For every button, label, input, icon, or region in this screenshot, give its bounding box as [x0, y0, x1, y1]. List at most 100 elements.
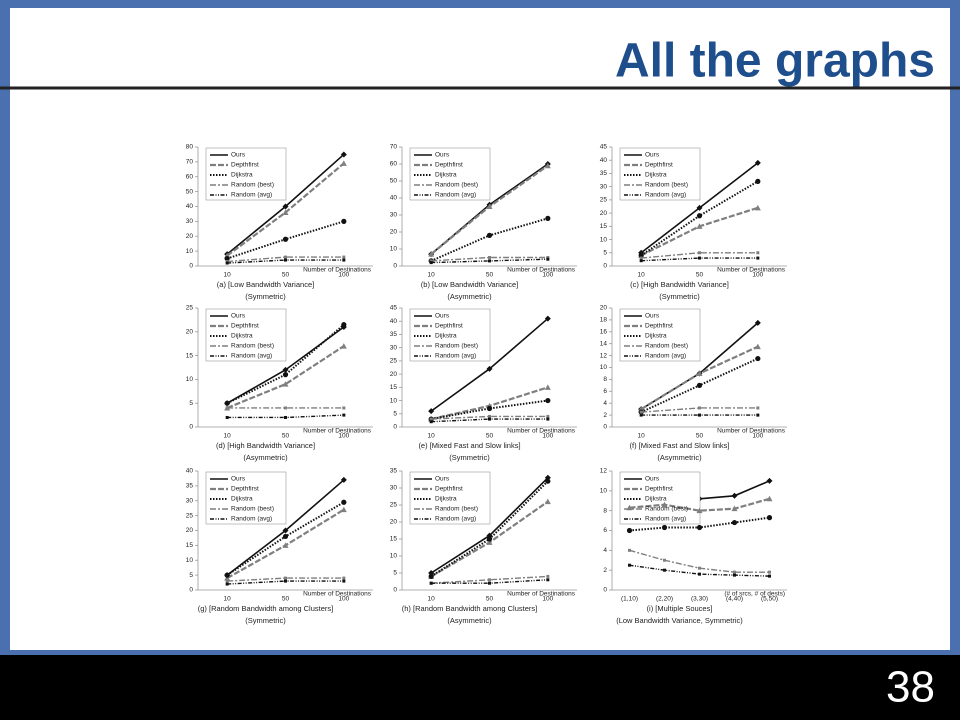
caption: (d) [High Bandwidth Variance]	[216, 441, 315, 450]
marker	[225, 415, 229, 419]
y-tick-label: 25	[186, 305, 194, 312]
marker	[698, 406, 701, 410]
marker	[486, 232, 493, 238]
marker	[224, 400, 230, 406]
series-line	[431, 256, 548, 262]
legend-label: Ours	[435, 476, 450, 483]
series-line	[431, 415, 548, 420]
marker	[755, 178, 761, 184]
marker	[488, 581, 491, 585]
legend-label: Ours	[435, 313, 450, 320]
y-tick-label: 15	[390, 536, 398, 543]
y-tick-label: 50	[186, 188, 194, 195]
footer-bar	[0, 655, 960, 720]
subcaption: (Low Bandwidth Variance, Symmetric)	[616, 616, 743, 625]
subcaption: (Symmetric)	[245, 616, 286, 625]
marker	[340, 506, 347, 513]
marker	[486, 405, 493, 412]
marker	[340, 476, 347, 483]
marker	[766, 515, 773, 521]
marker	[284, 415, 287, 419]
y-tick-label: 25	[600, 197, 608, 204]
marker	[282, 542, 289, 548]
y-tick-label: 10	[600, 488, 608, 495]
y-tick-label: 15	[600, 223, 608, 230]
y-tick-label: 30	[390, 485, 398, 492]
legend-label: Dijkstra	[645, 496, 667, 503]
subcaption: (Asymmetric)	[243, 453, 288, 462]
marker	[696, 223, 703, 229]
marker	[341, 218, 347, 224]
marker	[696, 382, 703, 388]
y-tick-label: 60	[186, 173, 194, 180]
marker	[544, 384, 551, 390]
legend-label: Random (best)	[435, 343, 478, 350]
legend-label: Dijkstra	[435, 172, 457, 179]
x-tick-label: (1,10)	[621, 596, 638, 603]
marker	[661, 501, 668, 508]
marker	[284, 579, 287, 583]
y-tick-label: 30	[186, 218, 194, 225]
subcaption: (Symmetric)	[449, 453, 490, 462]
legend-label: Random (avg)	[645, 353, 686, 360]
legend-label: Random (avg)	[231, 353, 272, 360]
y-tick-label: 2	[603, 412, 607, 419]
y-tick-label: 8	[603, 507, 607, 514]
marker	[626, 527, 633, 534]
marker	[429, 420, 433, 424]
legend-label: Depthfirst	[231, 162, 259, 169]
x-tick-label: 100	[338, 433, 349, 440]
legend-label: Ours	[645, 313, 660, 320]
x-tick-label: 100	[338, 596, 349, 603]
marker	[284, 258, 287, 262]
y-tick-label: 6	[603, 527, 607, 534]
x-axis-label: Number of Destinations	[507, 591, 576, 598]
y-tick-label: 16	[600, 329, 608, 336]
marker	[754, 319, 761, 326]
series-line	[641, 407, 758, 413]
marker	[486, 539, 493, 545]
y-tick-label: 8	[603, 376, 607, 383]
x-tick-label: 50	[696, 433, 704, 440]
marker	[340, 343, 347, 349]
marker	[756, 256, 760, 260]
marker	[698, 566, 701, 570]
subcaption: (Asymmetric)	[447, 616, 492, 625]
series-line	[629, 497, 770, 512]
y-tick-label: 15	[186, 352, 194, 359]
marker	[486, 365, 493, 372]
marker	[544, 498, 551, 505]
marker	[429, 417, 433, 421]
y-tick-label: 5	[393, 410, 397, 417]
marker	[342, 576, 346, 580]
y-tick-label: 35	[390, 331, 398, 338]
y-tick-label: 5	[189, 572, 193, 579]
marker	[341, 499, 347, 505]
marker	[661, 524, 668, 531]
y-tick-label: 0	[393, 587, 397, 594]
legend-label: Dijkstra	[435, 333, 457, 340]
marker	[696, 370, 703, 376]
marker	[340, 160, 347, 166]
marker	[225, 406, 229, 410]
y-tick-label: 40	[390, 195, 398, 202]
y-tick-label: 20	[390, 229, 398, 236]
marker	[486, 536, 493, 542]
x-axis-label: Number of Destinations	[507, 267, 576, 274]
y-tick-label: 20	[186, 233, 194, 240]
x-tick-label: 10	[224, 433, 232, 440]
marker	[488, 414, 491, 418]
marker	[766, 495, 773, 502]
marker	[698, 251, 701, 255]
y-tick-label: 20	[390, 519, 398, 526]
legend-label: Depthfirst	[231, 486, 259, 493]
legend-label: Depthfirst	[645, 162, 673, 169]
y-tick-label: 45	[600, 144, 608, 151]
marker	[544, 315, 551, 322]
marker	[733, 573, 736, 577]
marker	[639, 256, 643, 260]
y-tick-label: 6	[603, 388, 607, 395]
series-line	[226, 323, 345, 405]
subcaption: (Symmetric)	[659, 292, 700, 301]
